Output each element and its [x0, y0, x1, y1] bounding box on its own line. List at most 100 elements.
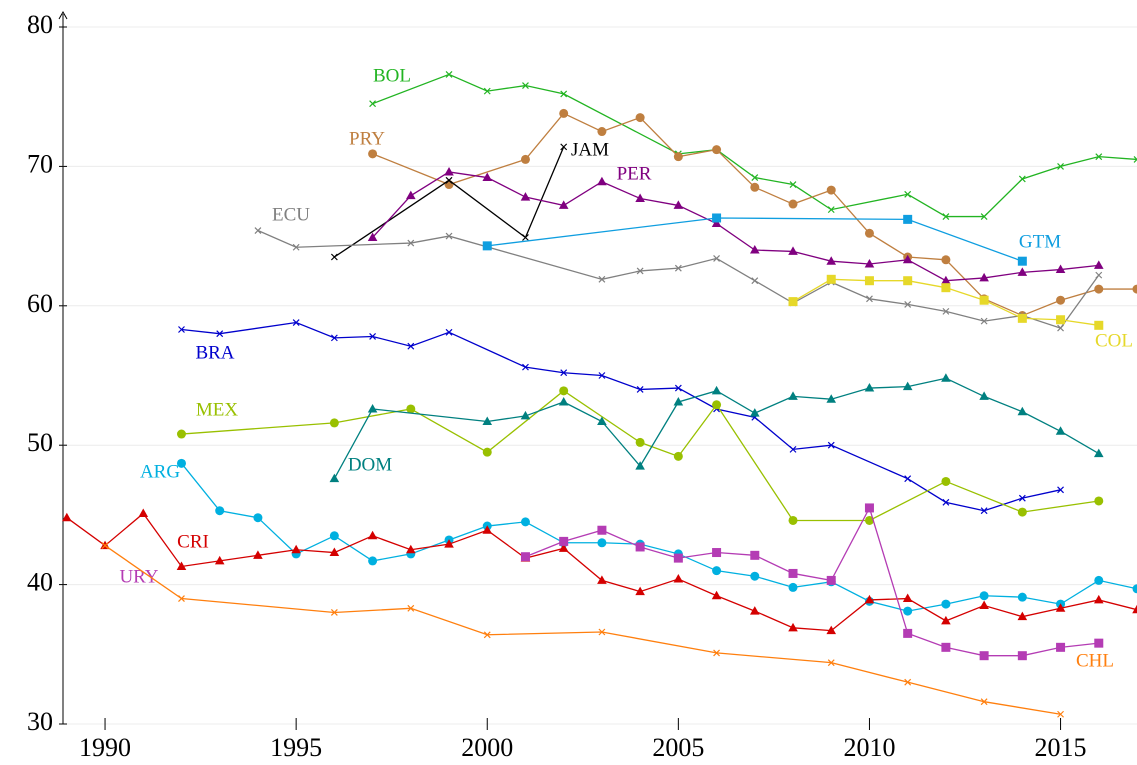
y-tick-label: 60: [27, 289, 53, 318]
point: [788, 246, 798, 255]
point: [788, 582, 798, 592]
point: [1017, 507, 1027, 517]
series: MEX: [176, 386, 1104, 525]
point: [903, 214, 913, 224]
point: [406, 190, 416, 200]
point: [1094, 575, 1104, 585]
series: GTM: [482, 213, 1061, 266]
series-label: CHL: [1076, 650, 1114, 671]
point: [942, 498, 950, 506]
point: [1093, 260, 1104, 269]
point: [1057, 162, 1064, 170]
series-label: BRA: [195, 342, 234, 363]
point: [749, 408, 760, 417]
point: [751, 277, 759, 285]
point: [291, 544, 301, 554]
point: [941, 275, 951, 285]
point: [788, 622, 798, 632]
point: [101, 542, 109, 549]
series: CRI: [62, 508, 1137, 635]
point: [674, 264, 682, 272]
point: [979, 272, 989, 282]
point: [827, 441, 835, 449]
point: [482, 241, 492, 251]
point: [1093, 448, 1104, 458]
point: [980, 317, 988, 325]
point: [178, 595, 185, 602]
point: [636, 386, 644, 393]
point: [711, 385, 722, 395]
point: [444, 539, 454, 548]
point: [826, 274, 836, 284]
point: [254, 227, 262, 234]
point: [558, 200, 569, 209]
point: [1017, 611, 1028, 621]
point: [520, 410, 531, 420]
series: CHL: [101, 542, 1114, 718]
point: [941, 373, 951, 382]
point: [482, 447, 492, 457]
point: [980, 698, 988, 706]
series-label: PER: [617, 163, 652, 184]
point: [1017, 256, 1027, 266]
series-label: ECU: [272, 204, 310, 225]
x-tick-label: 1995: [270, 733, 322, 762]
point: [902, 254, 913, 264]
series: BRA: [178, 319, 1064, 515]
point: [903, 276, 913, 286]
point: [712, 400, 722, 410]
point: [1095, 271, 1103, 279]
point: [1057, 710, 1064, 718]
point: [789, 181, 797, 188]
point: [826, 394, 837, 403]
point: [979, 295, 989, 305]
point: [406, 404, 416, 414]
point: [329, 531, 339, 541]
point: [1056, 315, 1066, 325]
point: [330, 253, 338, 261]
point: [941, 476, 951, 486]
point: [1094, 496, 1104, 506]
point: [559, 108, 569, 118]
point: [826, 625, 837, 635]
point: [597, 538, 607, 548]
point: [1094, 638, 1104, 648]
point: [712, 213, 722, 223]
point: [904, 300, 912, 308]
point: [559, 536, 569, 546]
series: JAM: [330, 139, 609, 261]
point: [253, 513, 263, 523]
series-label: DOM: [348, 454, 392, 475]
point: [1094, 284, 1104, 294]
x-tick-label: 2000: [461, 733, 513, 762]
point: [673, 553, 683, 563]
point: [407, 342, 415, 350]
point: [1057, 486, 1064, 494]
point: [367, 530, 378, 540]
point: [445, 70, 453, 78]
point: [560, 90, 568, 98]
point: [866, 295, 873, 303]
point: [826, 575, 836, 585]
point: [520, 517, 530, 527]
point: [750, 182, 760, 192]
x-tick-label: 2005: [652, 733, 704, 762]
series-label: BOL: [373, 65, 411, 86]
point: [941, 255, 951, 265]
series: PRY: [349, 108, 1137, 321]
point: [482, 416, 493, 426]
point: [483, 631, 491, 639]
series: URY: [119, 503, 1104, 661]
point: [788, 297, 798, 307]
point: [1055, 264, 1066, 274]
point: [713, 649, 720, 657]
series-label: URY: [119, 566, 158, 587]
point: [1017, 406, 1028, 416]
point: [329, 418, 339, 428]
point: [904, 190, 912, 198]
point: [558, 543, 569, 552]
point: [598, 628, 606, 636]
point: [1017, 651, 1027, 661]
point: [979, 600, 989, 610]
point: [904, 475, 912, 483]
